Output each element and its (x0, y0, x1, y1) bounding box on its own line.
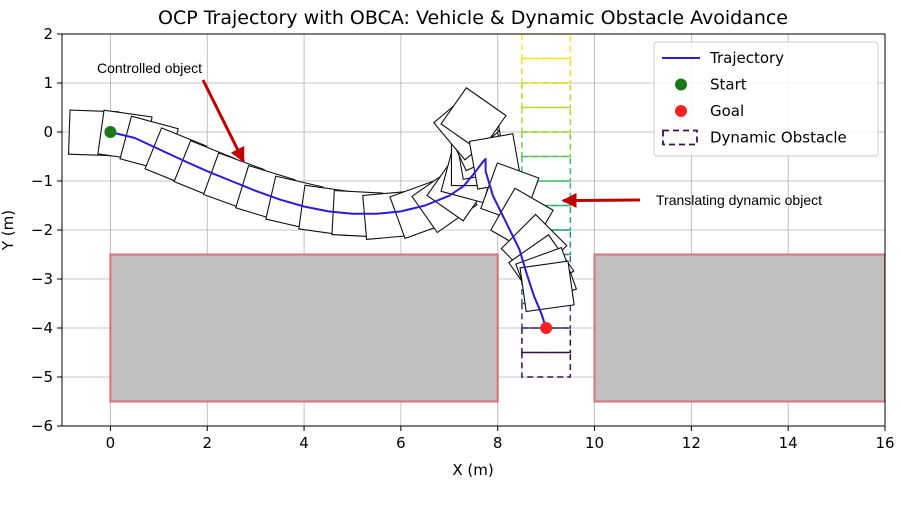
x-tick-label: 14 (779, 434, 798, 452)
legend-swatch-dashed-box (662, 129, 698, 146)
dynamic-obstacle-box (521, 34, 572, 60)
x-tick-label: 8 (493, 434, 503, 452)
x-tick-label: 6 (396, 434, 406, 452)
legend-label: Start (710, 76, 747, 94)
y-tick-label: 0 (43, 123, 53, 141)
y-axis-label: Y (m) (0, 210, 17, 251)
legend-swatch-marker (675, 105, 687, 117)
x-tick-label: 2 (202, 434, 212, 452)
legend-box (653, 41, 879, 157)
dynamic-obstacle-box (521, 155, 572, 182)
x-tick-label: 0 (106, 434, 116, 452)
y-tick-label: −4 (31, 319, 53, 337)
trajectory-line (110, 131, 548, 329)
static-obstacles (109, 253, 885, 403)
annotation-controlled-object: Controlled object (97, 60, 202, 76)
y-tick-label: −5 (31, 368, 53, 386)
annotations: Controlled object Translating dynamic obj… (97, 60, 822, 208)
x-tick-label: 10 (585, 434, 604, 452)
vehicle-footprint (440, 87, 507, 153)
chart-title: OCP Trajectory with OBCA: Vehicle & Dyna… (158, 7, 788, 29)
x-tick-label: 4 (299, 434, 309, 452)
y-tick-label: −2 (31, 221, 53, 239)
trajectory-layer (110, 131, 548, 329)
dynamic-obstacle-box (521, 351, 572, 378)
y-tick-label: −1 (31, 172, 53, 190)
start-marker (104, 126, 117, 138)
annotation-arrow (561, 192, 641, 208)
static-obstacle (109, 253, 499, 403)
legend-swatch-marker (675, 78, 687, 91)
dynamic-obstacle-box (521, 106, 572, 133)
y-tick-label: −6 (31, 417, 53, 435)
x-axis-ticks: 0 2 4 6 8 10 12 14 16 (106, 426, 895, 452)
legend-label: Goal (710, 102, 744, 120)
annotation-arrow (201, 79, 245, 163)
x-tick-label: 16 (875, 434, 894, 452)
legend-label: Dynamic Obstacle (710, 129, 847, 147)
y-tick-label: 1 (43, 74, 53, 92)
start-goal-markers (104, 126, 553, 334)
legend-label: Trajectory (709, 49, 784, 67)
annotation-dynamic-object: Translating dynamic object (656, 192, 822, 208)
dynamic-obstacle-box (521, 57, 572, 84)
y-tick-label: −3 (31, 270, 53, 288)
vehicle-footprint (519, 260, 575, 313)
y-axis-ticks: −6 −5 −4 −3 −2 −1 0 1 2 (31, 25, 62, 435)
static-obstacle (593, 253, 885, 403)
x-tick-label: 12 (682, 434, 701, 452)
legend: Trajectory Start Goal Dynamic Obstacle (653, 41, 879, 157)
x-axis-label: X (m) (452, 461, 493, 479)
dynamic-obstacle-box (521, 82, 572, 109)
goal-marker (540, 322, 553, 334)
dynamic-obstacle-box (521, 131, 572, 158)
y-tick-label: 2 (43, 25, 53, 43)
